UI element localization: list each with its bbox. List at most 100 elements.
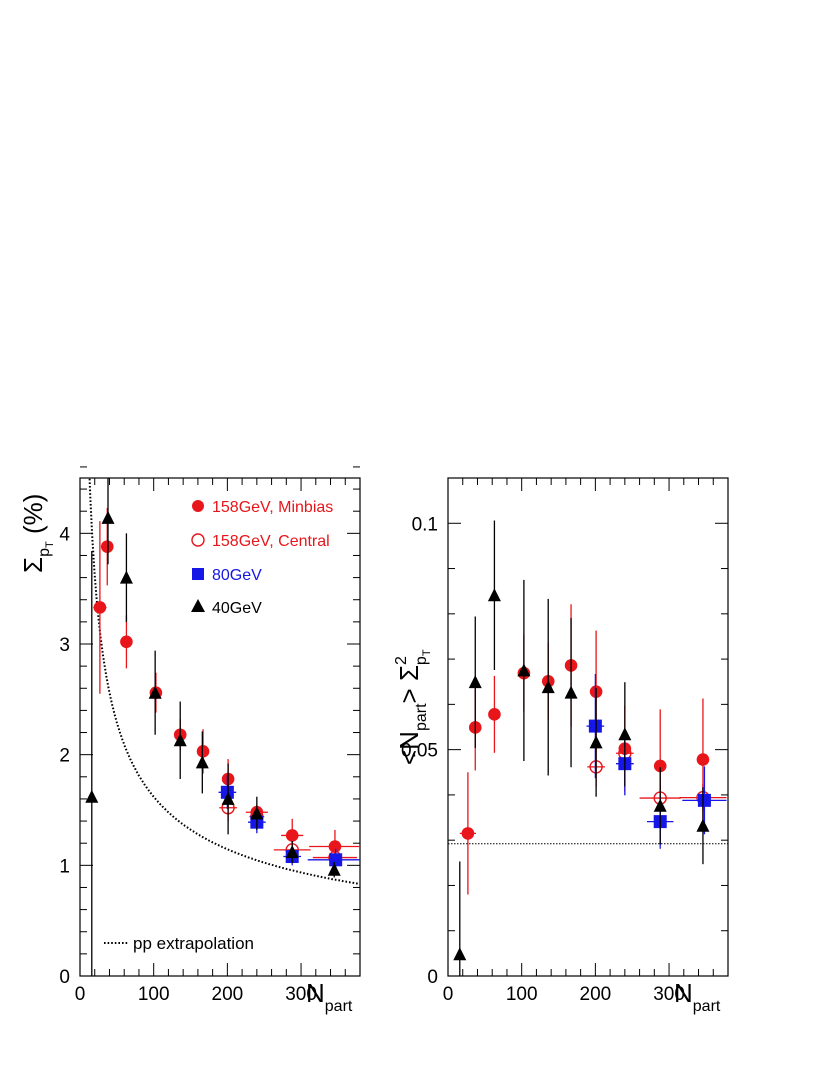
- right-y-tick-label: 0: [427, 967, 438, 988]
- left-y-tick-label: 3: [59, 635, 70, 656]
- marker-square: [329, 853, 343, 867]
- right-y-tick-label: 0.05: [401, 741, 438, 762]
- data-point: [101, 478, 115, 565]
- data-point: [221, 763, 235, 835]
- marker-circle: [196, 745, 210, 758]
- right-ylabel-mid: > Σ: [394, 665, 424, 703]
- data-point: [285, 840, 299, 864]
- left-x-axis-label: Npart: [306, 978, 353, 1015]
- marker-circle: [488, 708, 501, 721]
- marker-triangle: [589, 735, 603, 749]
- right-x-axis-label: Npart: [674, 978, 721, 1015]
- marker-triangle: [564, 685, 578, 699]
- legend-marker-40gev: [191, 599, 205, 612]
- legend-label-80gev: 80GeV: [212, 567, 262, 584]
- marker-circle: [120, 635, 133, 649]
- right-ylabel-sub2: p: [413, 656, 430, 665]
- pp-extrapolation-label: pp extrapolation: [133, 934, 254, 953]
- right-y-axis-label: <Npart> Σ2 pT: [393, 649, 433, 765]
- data-point: [541, 598, 555, 776]
- left-xlabel-sub: part: [325, 998, 353, 1015]
- marker-triangle: [221, 791, 235, 805]
- marker-triangle: [285, 845, 299, 859]
- left-xlabel-main: N: [306, 978, 325, 1008]
- marker-square: [220, 785, 234, 799]
- data-point: [119, 533, 133, 622]
- data-point: [120, 615, 133, 669]
- marker-triangle: [173, 733, 187, 747]
- right-ylabel-subsub: T: [421, 649, 433, 656]
- marker-square: [588, 719, 602, 733]
- marker-triangle: [517, 663, 531, 677]
- marker-square: [697, 793, 711, 807]
- left-ticks: 0 100 200 300 0 1 2 3 4: [59, 466, 361, 1005]
- marker-triangle: [453, 947, 467, 961]
- left-curve-group: [88, 478, 361, 885]
- data-point: [85, 551, 99, 976]
- left-y-tick-label: 4: [59, 524, 70, 545]
- data-point: [173, 701, 187, 780]
- marker-triangle: [250, 806, 264, 820]
- marker-circle: [328, 840, 342, 853]
- data-point: [309, 829, 360, 864]
- right-x-tick-label: 100: [506, 984, 538, 1005]
- right-ylabel-main: <N: [394, 731, 424, 765]
- left-x-tick-label: 200: [212, 984, 244, 1005]
- left-y-tick-label: 1: [59, 856, 70, 877]
- left-ylabel-main: Σ: [18, 557, 48, 573]
- data-point: [696, 787, 710, 865]
- marker-triangle: [148, 685, 162, 699]
- left-y-axis-label: ΣpT (%): [18, 494, 56, 573]
- marker-triangle: [101, 510, 115, 524]
- marker-triangle: [327, 862, 341, 876]
- marker-triangle: [541, 680, 555, 694]
- left-ylabel-subsub: T: [44, 541, 56, 548]
- left-x-tick-label: 0: [75, 984, 86, 1005]
- right-ticks: 0 100 200 300 0 0.05 0.1: [401, 477, 729, 1005]
- data-point: [195, 731, 209, 794]
- left-points: [85, 478, 360, 976]
- pp-extrapolation-curve: [88, 478, 361, 885]
- left-x-tick-label: 100: [138, 984, 170, 1005]
- right-xlabel-sub: part: [693, 998, 721, 1015]
- marker-triangle: [653, 798, 667, 812]
- data-point: [459, 772, 476, 895]
- legend-label-40gev: 40GeV: [212, 600, 262, 617]
- right-ylabel-sub: part: [413, 703, 430, 731]
- marker-triangle: [85, 789, 99, 803]
- right-y-tick-label: 0.1: [412, 514, 438, 535]
- right-xlabel-main: N: [674, 978, 693, 1008]
- marker-circle: [100, 540, 114, 553]
- data-point: [618, 682, 632, 787]
- legend-marker-80gev: [192, 568, 204, 580]
- right-ylabel-sup: 2: [393, 656, 410, 665]
- left-panel: 0 100 200 300 0 1 2 3 4 ΣpT (%) Npart 158GeV, Mi…: [18, 466, 361, 1015]
- data-point: [453, 861, 467, 976]
- legend-label-central: 158GeV, Central: [212, 533, 330, 550]
- data-point: [589, 688, 603, 797]
- marker-triangle: [195, 755, 209, 769]
- marker-triangle: [119, 570, 133, 584]
- right-x-tick-label: 0: [443, 984, 454, 1005]
- right-x-tick-label: 300: [653, 984, 685, 1005]
- data-point: [148, 650, 162, 735]
- data-point: [653, 767, 667, 845]
- data-point: [468, 616, 482, 748]
- legend: 158GeV, Minbias 158GeV, Central 80GeV 40…: [191, 499, 333, 617]
- marker-circle: [285, 829, 299, 842]
- left-x-tick-label: 300: [285, 984, 317, 1005]
- left-ylabel-suffix: (%): [18, 494, 48, 542]
- marker-circle: [93, 601, 107, 614]
- data-point: [218, 775, 237, 809]
- marker-triangle: [696, 818, 710, 832]
- marker-circle: [461, 827, 475, 840]
- marker-triangle: [618, 727, 632, 741]
- data-point: [586, 674, 605, 779]
- legend-marker-central: [191, 533, 205, 547]
- data-point: [488, 675, 501, 753]
- marker-circle: [696, 753, 710, 766]
- data-point: [93, 521, 107, 694]
- data-point: [327, 862, 341, 878]
